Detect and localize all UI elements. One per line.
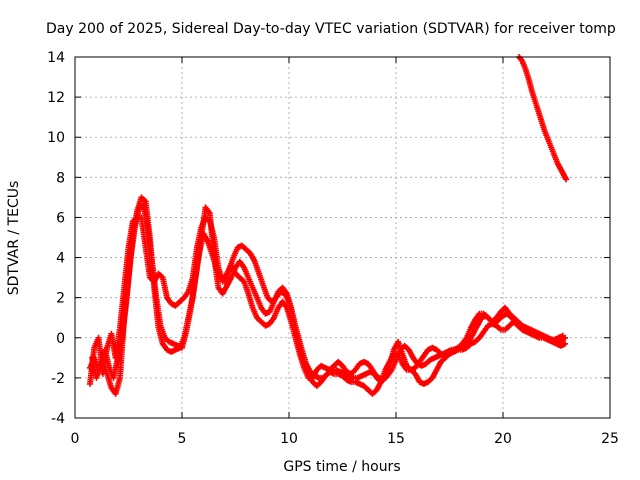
- y-tick-label: -4: [51, 411, 65, 427]
- x-axis-label: GPS time / hours: [283, 459, 400, 475]
- grid: [75, 57, 610, 418]
- data-point: [562, 340, 569, 347]
- y-tick-label: 12: [47, 90, 65, 106]
- data-point: [559, 332, 566, 339]
- y-tick-label: 10: [47, 130, 65, 146]
- tick-labels: 0 5 10 15 20 25 -4 -2 0 2 4 6 8 10 12 14: [47, 50, 619, 447]
- plot-frame: [74, 56, 611, 419]
- x-tick-label: 20: [494, 431, 512, 447]
- y-axis-label: SDTVAR / TECUs: [6, 181, 22, 296]
- y-tick-label: 4: [56, 251, 65, 267]
- data-series: [86, 54, 570, 397]
- x-tick-label: 5: [178, 431, 187, 447]
- x-tick-label: 15: [387, 431, 405, 447]
- y-tick-label: 2: [56, 291, 65, 307]
- series-track-c: [89, 202, 566, 383]
- data-point: [563, 176, 570, 183]
- y-tick-label: 8: [56, 170, 65, 186]
- y-tick-label: 0: [56, 331, 65, 347]
- series-track-d: [516, 54, 570, 183]
- y-tick-label: 6: [56, 210, 65, 226]
- x-tick-label: 25: [601, 431, 619, 447]
- chart-title: Day 200 of 2025, Sidereal Day-to-day VTE…: [46, 21, 616, 37]
- y-tick-label: 14: [47, 50, 65, 66]
- x-tick-label: 0: [71, 431, 80, 447]
- x-tick-label: 10: [280, 431, 298, 447]
- y-tick-label: -2: [51, 371, 65, 387]
